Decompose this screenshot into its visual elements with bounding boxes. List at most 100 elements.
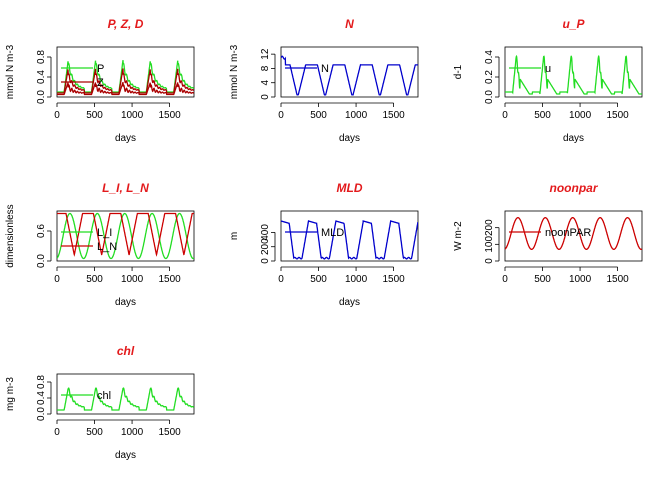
x-axis-label: days <box>339 297 360 308</box>
x-axis-label: days <box>115 450 136 461</box>
x-tick-label: 0 <box>54 274 60 285</box>
y-tick-label: 4 <box>260 79 271 85</box>
y-tick-label: 0.6 <box>36 224 47 238</box>
panel-3: u_P 0 500 1000 1500 days 0.0 0.2 0.4 d-1 u <box>453 17 643 144</box>
legend-label: P <box>97 63 104 75</box>
panel-title: L_I, L_N <box>102 181 149 195</box>
y-tick-label: 8 <box>260 65 271 71</box>
legend-label: MLD <box>321 227 344 239</box>
legend-label: Z <box>97 77 104 89</box>
x-tick-label: 0 <box>278 274 284 285</box>
panel-1: P, Z, D 0 500 1000 1500 days 0.0 0.4 0.8 mmol N m… <box>5 17 195 144</box>
series-line-1 <box>281 55 418 96</box>
x-tick-label: 500 <box>86 110 103 121</box>
panel-title: MLD <box>337 181 363 195</box>
x-axis-label: days <box>115 133 136 144</box>
x-tick-label: 1000 <box>569 110 592 121</box>
y-tick-label: 0.4 <box>36 391 47 405</box>
series-line-1 <box>57 387 194 411</box>
x-axis-label: days <box>563 133 584 144</box>
series-line-1 <box>505 54 642 95</box>
plot-frame <box>504 46 643 98</box>
y-tick-label: 0.0 <box>36 90 47 104</box>
panel-7: chl 0 500 1000 1500 days 0.0 0.4 0.8 mg m-3 chl <box>5 344 195 461</box>
y-tick-label: 0.0 <box>484 90 495 104</box>
y-tick-label: 200 <box>260 238 271 255</box>
legend-label: L_I <box>97 227 112 239</box>
panel-title: N <box>345 17 354 31</box>
y-tick-label: 0.4 <box>36 70 47 84</box>
x-tick-label: 0 <box>54 427 60 438</box>
plot-frame <box>56 210 195 262</box>
x-tick-label: 1500 <box>158 110 181 121</box>
panel-title: P, Z, D <box>108 17 144 31</box>
x-tick-label: 1500 <box>382 110 405 121</box>
y-axis-label: dimensionless <box>5 204 16 267</box>
x-tick-label: 1000 <box>121 427 144 438</box>
y-tick-label: 0 <box>484 258 495 264</box>
y-tick-label: 0.4 <box>484 50 495 64</box>
panel-4: L_I, L_N 0 500 1000 1500 days 0.0 0.6 dimensionl… <box>5 181 195 308</box>
x-tick-label: 500 <box>534 110 551 121</box>
legend-label: noonPAR <box>545 227 591 239</box>
plot-frame <box>504 210 643 262</box>
x-axis-label: days <box>339 133 360 144</box>
y-axis-label: mmol N m-3 <box>229 44 240 99</box>
y-tick-label: 0.2 <box>484 70 495 84</box>
y-tick-label: 12 <box>260 48 271 60</box>
y-axis-label: mg m-3 <box>5 377 16 411</box>
y-axis-label: mmol N m-3 <box>5 44 16 99</box>
panel-title: u_P <box>562 17 585 31</box>
x-tick-label: 1000 <box>345 110 368 121</box>
x-tick-label: 500 <box>310 274 327 285</box>
y-tick-label: 0.8 <box>36 50 47 64</box>
x-tick-label: 0 <box>502 110 508 121</box>
y-tick-label: 0.0 <box>36 254 47 268</box>
x-tick-label: 500 <box>534 274 551 285</box>
x-tick-label: 1500 <box>158 427 181 438</box>
x-tick-label: 0 <box>278 110 284 121</box>
y-tick-label: 400 <box>260 224 271 241</box>
x-tick-label: 1000 <box>121 274 144 285</box>
y-tick-label: 100 <box>484 236 495 253</box>
x-tick-label: 1000 <box>121 110 144 121</box>
y-tick-label: 200 <box>484 219 495 236</box>
legend-label: L_N <box>97 241 117 253</box>
x-tick-label: 1500 <box>606 274 629 285</box>
x-tick-label: 500 <box>86 427 103 438</box>
panel-title: chl <box>117 344 135 358</box>
series-line-2 <box>57 68 194 94</box>
x-tick-label: 500 <box>310 110 327 121</box>
plot-frame <box>56 373 195 415</box>
plot-frame <box>280 210 419 262</box>
y-axis-label: d-1 <box>453 64 464 79</box>
legend-label: N <box>321 63 329 75</box>
x-tick-label: 0 <box>502 274 508 285</box>
plot-frame <box>280 46 419 98</box>
x-tick-label: 1500 <box>158 274 181 285</box>
x-tick-label: 1500 <box>382 274 405 285</box>
series-line-2 <box>57 212 194 257</box>
x-tick-label: 0 <box>54 110 60 121</box>
x-axis-label: days <box>115 297 136 308</box>
x-tick-label: 1500 <box>606 110 629 121</box>
y-tick-label: 0 <box>260 258 271 264</box>
panel-title: noonpar <box>550 181 599 195</box>
x-tick-label: 1000 <box>569 274 592 285</box>
y-axis-label: m <box>229 232 240 240</box>
series-line-1 <box>281 219 418 260</box>
series-line-1 <box>505 217 642 250</box>
panel-2: N 0 500 1000 1500 days 0 4 8 12 mmol N m-3 N <box>229 17 419 144</box>
y-tick-label: 0.8 <box>36 375 47 389</box>
legend-label: chl <box>97 390 111 402</box>
plot-frame <box>56 46 195 98</box>
series-line-1 <box>57 212 194 260</box>
y-tick-label: 0.0 <box>36 407 47 421</box>
x-tick-label: 1000 <box>345 274 368 285</box>
y-tick-label: 0 <box>260 94 271 100</box>
series-line-3 <box>57 82 194 96</box>
legend-label: u <box>545 63 551 75</box>
y-axis-label: W m-2 <box>453 221 464 251</box>
x-tick-label: 500 <box>86 274 103 285</box>
